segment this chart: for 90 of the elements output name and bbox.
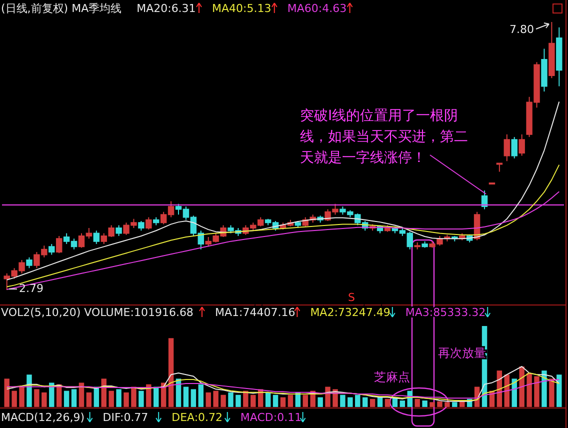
candlestick: [138, 220, 144, 232]
bar: [64, 390, 70, 407]
text: MA1:74407.16: [215, 306, 296, 319]
bar: [198, 384, 204, 407]
bar: [355, 394, 360, 407]
bar: [400, 400, 406, 407]
bar: [124, 392, 129, 407]
bar: [414, 398, 420, 407]
bar: [452, 402, 458, 407]
text: DIF:0.77: [102, 411, 148, 424]
bar: [362, 397, 368, 407]
bar: [19, 386, 24, 407]
bar: [340, 394, 346, 407]
bar: [176, 378, 182, 407]
annotation: 突破I线的位置用了一根阴线，如果当天不买进，第二天就是一字线涨停！: [300, 108, 468, 166]
bar: [430, 402, 435, 407]
bar: [265, 392, 271, 407]
bar: [377, 397, 383, 407]
candlestick: [422, 240, 428, 248]
bar: [250, 394, 256, 407]
bar: [168, 338, 174, 407]
annotation: 芝麻点: [374, 370, 410, 384]
bar: [78, 382, 84, 407]
bar: [437, 401, 442, 407]
bar: [34, 389, 40, 407]
bar: [26, 374, 32, 407]
candlestick: [146, 216, 152, 230]
candlestick: [116, 224, 122, 236]
text: MA60:4.63: [287, 2, 347, 15]
bar: [108, 390, 114, 407]
bar: [183, 386, 189, 407]
candlestick: [56, 235, 62, 254]
candlestick: [93, 230, 100, 244]
bar: [228, 392, 234, 407]
text: DEA:0.72: [172, 411, 223, 424]
bar: [444, 402, 450, 407]
bar: [138, 390, 144, 407]
bar: [206, 392, 211, 407]
text: MA20:6.31: [136, 2, 196, 15]
annotation: 7.80: [510, 23, 534, 36]
candlestick: [548, 22, 555, 79]
bar: [116, 389, 122, 407]
bar: [370, 398, 376, 407]
bar: [236, 394, 241, 407]
candlestick: [541, 48, 548, 92]
chart-title: (日线,前复权) MA季均线: [1, 2, 122, 15]
candlestick: [414, 242, 420, 250]
chart-title: VOL2(5,10,20) VOLUME:101916.68: [1, 306, 194, 319]
text: MACD(12,26,9): [1, 411, 85, 424]
text: MACD:0.11: [240, 411, 302, 424]
bar: [146, 384, 152, 407]
bar: [243, 390, 248, 407]
bar: [213, 390, 218, 407]
candlestick: [481, 190, 488, 210]
bar: [12, 390, 17, 407]
candlestick: [556, 26, 562, 87]
candlestick: [153, 216, 160, 226]
bar: [519, 366, 524, 407]
candlestick: [496, 162, 503, 172]
bar: [542, 370, 547, 407]
bar: [549, 378, 554, 407]
annotation: 2.79: [19, 282, 44, 295]
candlestick: [511, 136, 518, 159]
bar: [4, 378, 10, 407]
bar: [190, 389, 196, 407]
text: MA2:73247.49: [310, 306, 390, 319]
bar: [280, 397, 286, 407]
text: S: [348, 291, 355, 304]
bar: [384, 398, 390, 407]
bar: [556, 374, 562, 407]
bar: [71, 389, 77, 407]
bar: [325, 386, 330, 407]
bar: [534, 376, 540, 407]
candlestick: [294, 220, 302, 228]
bar: [302, 394, 308, 407]
text: MA40:5.13: [212, 2, 272, 15]
bar: [422, 400, 428, 407]
bar: [318, 397, 323, 407]
bar: [42, 392, 47, 407]
candlestick: [48, 243, 55, 256]
bar: [348, 397, 353, 407]
candlestick: [518, 134, 525, 156]
bar: [288, 394, 294, 407]
candlestick: [504, 134, 510, 162]
bar: [272, 394, 278, 407]
bar: [131, 386, 136, 407]
bar: [220, 394, 226, 407]
bar: [526, 372, 532, 407]
candlestick: [26, 256, 32, 269]
bar: [86, 392, 92, 407]
